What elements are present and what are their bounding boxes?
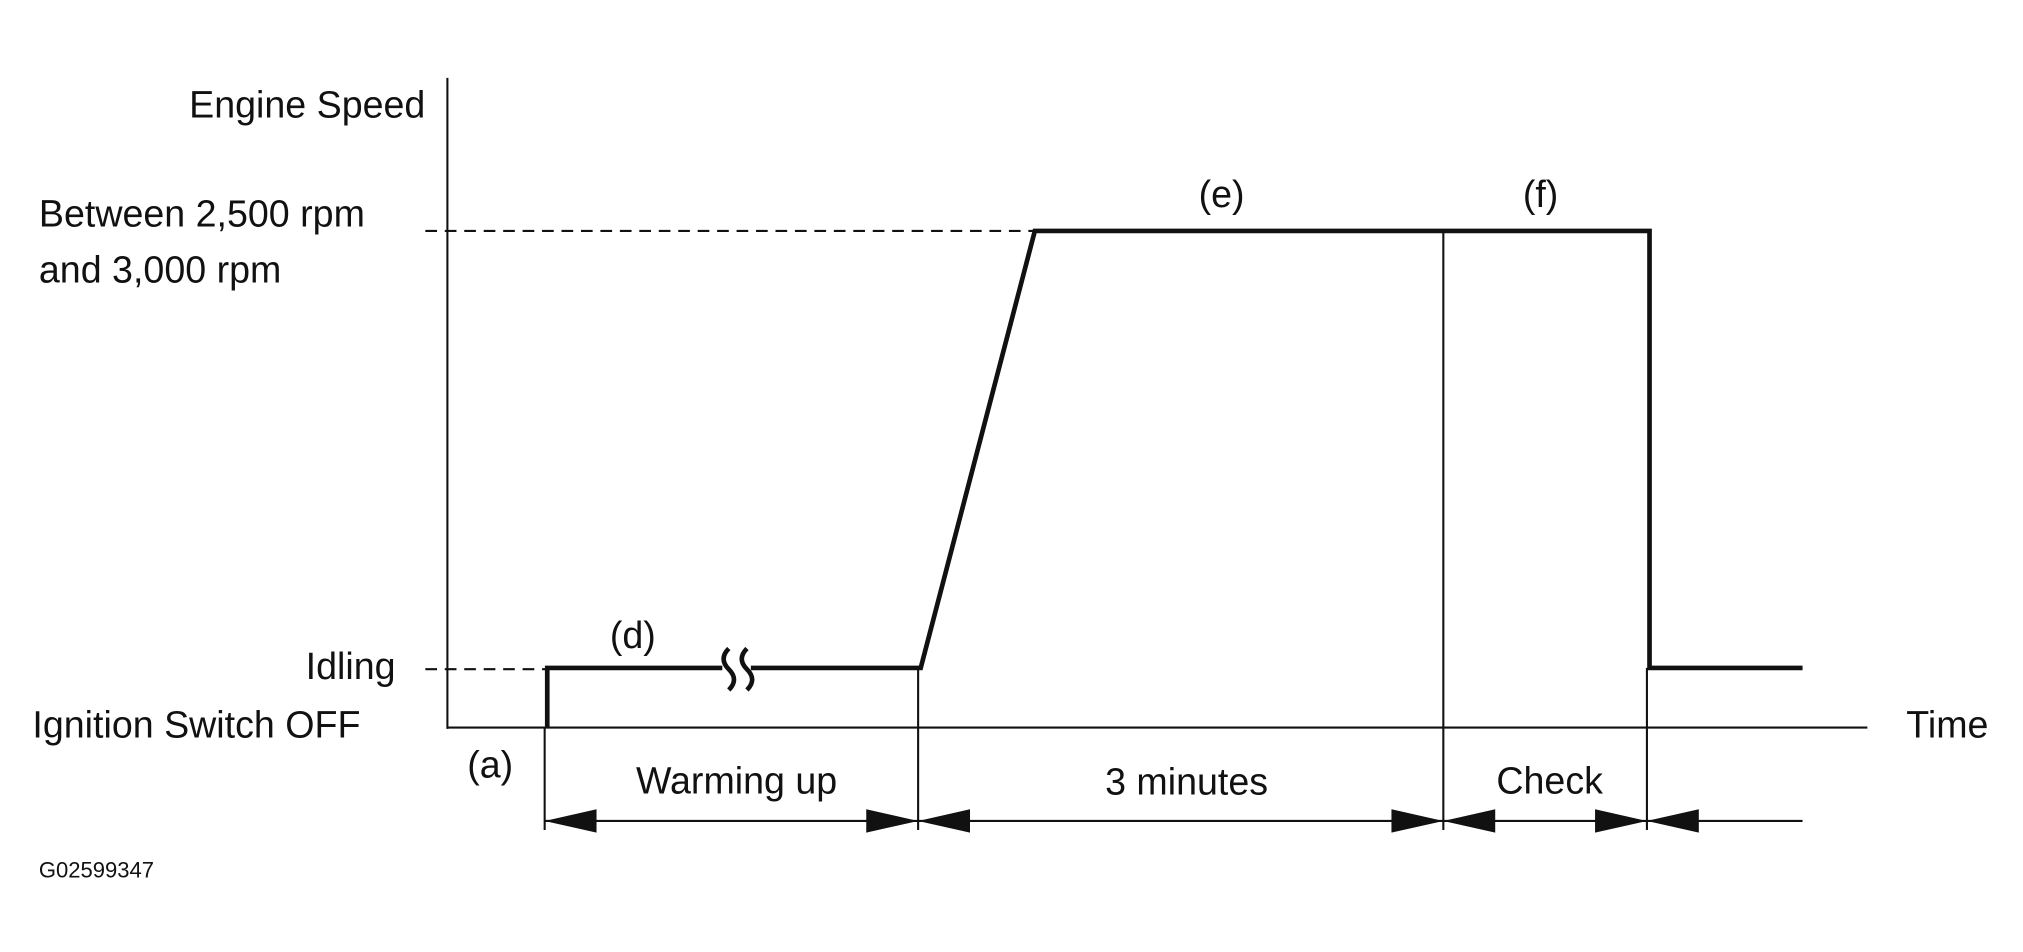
figure-id: G02599347	[39, 857, 154, 882]
level-label: Idling	[306, 645, 396, 687]
break-mark	[721, 646, 755, 692]
phase-label: 3 minutes	[1105, 761, 1268, 803]
phase-label: Warming up	[636, 759, 837, 801]
marker: (e)	[1199, 173, 1245, 215]
marker: (a)	[467, 744, 513, 786]
level-label: Ignition Switch OFF	[32, 704, 360, 746]
level-label: Between 2,500 rpm	[39, 193, 365, 235]
x-title: Time	[1906, 704, 1988, 746]
arrowheads	[544, 809, 1699, 833]
y-title: Engine Speed	[189, 84, 425, 126]
level-label: and 3,000 rpm	[39, 248, 281, 290]
speed-curve	[544, 228, 1803, 728]
phase-label: Check	[1496, 759, 1603, 801]
marker: (d)	[610, 614, 656, 656]
marker: (f)	[1523, 173, 1558, 215]
